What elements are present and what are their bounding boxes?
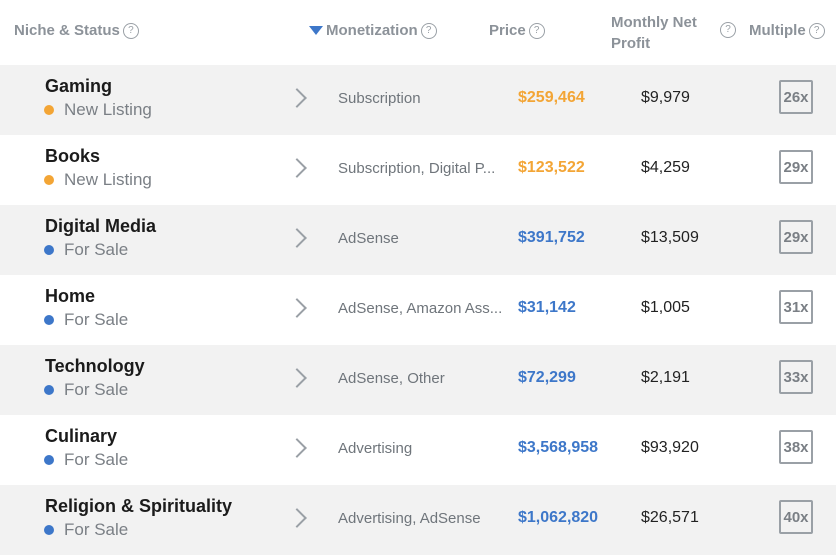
column-header-multiple[interactable]: Multiple ? — [749, 22, 825, 39]
price-value: $1,062,820 — [518, 509, 599, 526]
status-label: For Sale — [64, 240, 129, 259]
price-value: $259,464 — [518, 89, 585, 106]
column-header-label: Monetization — [326, 22, 418, 39]
status-label: For Sale — [64, 520, 129, 539]
column-header-label: Multiple — [749, 22, 806, 39]
monetization-value: AdSense, Amazon Ass... — [338, 300, 503, 317]
monthly-profit-value: $93,920 — [641, 439, 699, 456]
status-dot-icon — [44, 315, 54, 325]
table-row[interactable]: Culinary For Sale Advertising $3,568,958… — [0, 415, 836, 485]
status-label: New Listing — [64, 170, 152, 189]
multiple-badge: 31x — [779, 290, 813, 324]
niche-name: Culinary — [45, 426, 118, 446]
monthly-profit-value: $13,509 — [641, 229, 699, 246]
status-label: New Listing — [64, 100, 152, 119]
chevron-right-icon[interactable] — [287, 228, 307, 248]
help-icon[interactable]: ? — [808, 22, 825, 39]
chevron-right-icon[interactable] — [287, 298, 307, 318]
price-value: $72,299 — [518, 369, 576, 386]
monthly-profit-value: $1,005 — [641, 299, 690, 316]
status-badge: For Sale — [44, 520, 128, 540]
price-value: $391,752 — [518, 229, 585, 246]
status-dot-icon — [44, 245, 54, 255]
column-header-profit-help[interactable]: ? — [717, 22, 736, 38]
monthly-profit-value: $4,259 — [641, 159, 690, 176]
monthly-profit-value: $26,571 — [641, 509, 699, 526]
niche-name: Technology — [45, 356, 145, 376]
status-label: For Sale — [64, 310, 129, 329]
monetization-value: Advertising, AdSense — [338, 510, 481, 527]
status-badge: New Listing — [44, 170, 152, 190]
sort-descending-icon — [309, 26, 323, 35]
table-row[interactable]: Gaming New Listing Subscription $259,464… — [0, 65, 836, 135]
table-row[interactable]: Home For Sale AdSense, Amazon Ass... $31… — [0, 275, 836, 345]
price-value: $123,522 — [518, 159, 585, 176]
table-row[interactable]: Digital Media For Sale AdSense $391,752 … — [0, 205, 836, 275]
help-icon[interactable]: ? — [420, 22, 437, 39]
monetization-value: AdSense — [338, 230, 399, 247]
column-header-monetization[interactable]: Monetization ? — [309, 22, 437, 39]
status-badge: For Sale — [44, 310, 128, 330]
column-header-label: Price — [489, 22, 526, 39]
table-row[interactable]: Books New Listing Subscription, Digital … — [0, 135, 836, 205]
monetization-value: AdSense, Other — [338, 370, 445, 387]
monetization-value: Subscription, Digital P... — [338, 160, 496, 177]
status-label: For Sale — [64, 450, 129, 469]
table-body: Gaming New Listing Subscription $259,464… — [0, 65, 836, 555]
niche-name: Gaming — [45, 76, 113, 96]
monetization-value: Subscription — [338, 90, 421, 107]
niche-name: Home — [45, 286, 96, 306]
column-header-label: Niche & Status — [14, 22, 120, 39]
status-label: For Sale — [64, 380, 129, 399]
column-header-niche-status[interactable]: Niche & Status ? — [14, 22, 139, 39]
status-dot-icon — [44, 455, 54, 465]
status-dot-icon — [44, 175, 54, 185]
help-icon[interactable]: ? — [720, 22, 736, 38]
niche-name: Religion & Spirituality — [45, 496, 233, 516]
niche-name: Digital Media — [45, 216, 157, 236]
status-dot-icon — [44, 105, 54, 115]
monthly-profit-value: $2,191 — [641, 369, 690, 386]
column-header-label: Monthly Net Profit — [611, 14, 697, 52]
multiple-badge: 29x — [779, 220, 813, 254]
status-badge: New Listing — [44, 100, 152, 120]
chevron-right-icon[interactable] — [287, 88, 307, 108]
status-badge: For Sale — [44, 240, 128, 260]
chevron-right-icon[interactable] — [287, 438, 307, 458]
chevron-right-icon[interactable] — [287, 368, 307, 388]
multiple-badge: 38x — [779, 430, 813, 464]
status-badge: For Sale — [44, 380, 128, 400]
niche-name: Books — [45, 146, 101, 166]
chevron-right-icon[interactable] — [287, 158, 307, 178]
price-value: $31,142 — [518, 299, 576, 316]
column-header-monthly-net-profit[interactable]: Monthly Net Profit — [611, 12, 721, 54]
price-value: $3,568,958 — [518, 439, 599, 456]
status-dot-icon — [44, 385, 54, 395]
column-header-price[interactable]: Price ? — [489, 22, 545, 39]
multiple-badge: 29x — [779, 150, 813, 184]
help-icon[interactable]: ? — [528, 22, 545, 39]
chevron-right-icon[interactable] — [287, 508, 307, 528]
multiple-badge: 26x — [779, 80, 813, 114]
table-row[interactable]: Religion & Spirituality For Sale Adverti… — [0, 485, 836, 555]
table-header: Niche & Status ? Monetization ? Price ? … — [0, 0, 836, 65]
help-icon[interactable]: ? — [122, 22, 139, 39]
multiple-badge: 40x — [779, 500, 813, 534]
status-dot-icon — [44, 525, 54, 535]
multiple-badge: 33x — [779, 360, 813, 394]
monthly-profit-value: $9,979 — [641, 89, 690, 106]
status-badge: For Sale — [44, 450, 128, 470]
table-row[interactable]: Technology For Sale AdSense, Other $72,2… — [0, 345, 836, 415]
monetization-value: Advertising — [338, 440, 413, 457]
